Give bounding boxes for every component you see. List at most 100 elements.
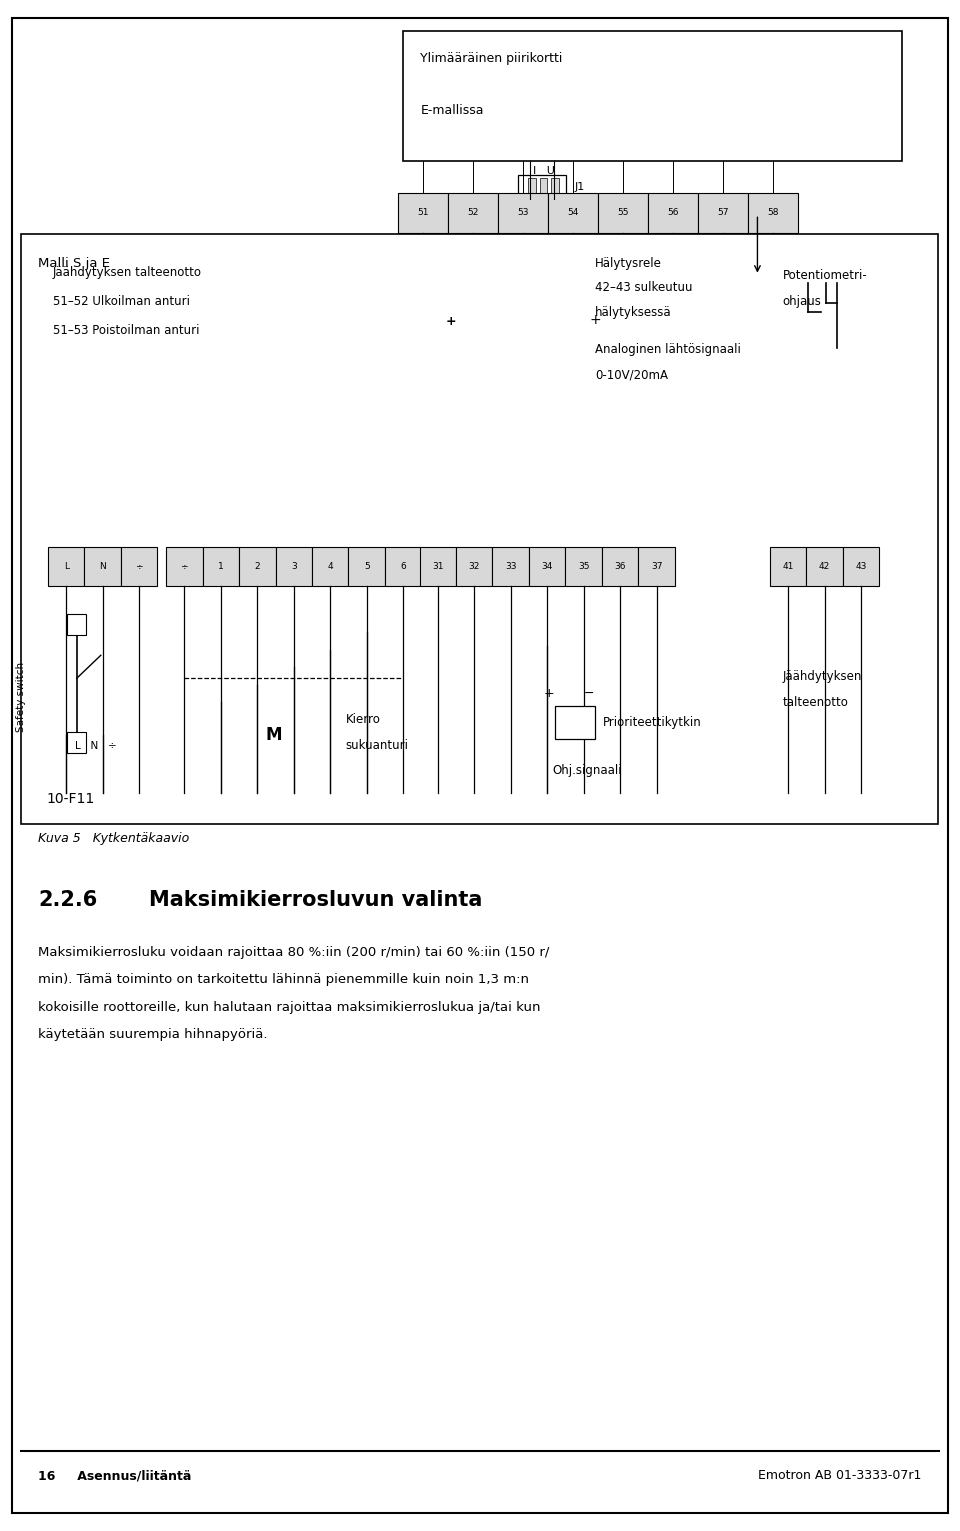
Bar (602, 547, 638, 586)
Bar (405, 257, 426, 322)
Text: Malli S ja E: Malli S ja E (38, 257, 110, 269)
Text: 34: 34 (541, 562, 553, 571)
Bar (565, 547, 602, 586)
Text: 31: 31 (432, 562, 444, 571)
Text: Maksimikierrosluku voidaan rajoittaa 80 %:iin (200 r/min) tai 60 %:iin (150 r/: Maksimikierrosluku voidaan rajoittaa 80 … (38, 946, 550, 958)
Bar (598, 193, 648, 233)
Bar (739, 276, 776, 322)
Text: Ohj.signaali: Ohj.signaali (552, 764, 622, 776)
Text: 51–53 Poistoilman anturi: 51–53 Poistoilman anturi (53, 325, 200, 337)
Text: 35: 35 (578, 562, 589, 571)
Bar (498, 193, 548, 233)
Text: 5: 5 (364, 562, 370, 571)
Bar (21, 234, 938, 824)
Bar (67, 614, 86, 635)
Text: 2.2.6: 2.2.6 (38, 890, 98, 911)
Text: Maksimikierrosluvun valinta: Maksimikierrosluvun valinta (149, 890, 482, 911)
Text: 6: 6 (400, 562, 406, 571)
Text: 2: 2 (254, 562, 260, 571)
Text: 4: 4 (327, 562, 333, 571)
Bar (843, 547, 879, 586)
Bar (276, 547, 312, 586)
Bar (551, 178, 559, 196)
Bar (403, 31, 902, 161)
Bar (348, 547, 385, 586)
Text: ohjaus: ohjaus (782, 295, 821, 308)
Text: hälytyksessä: hälytyksessä (595, 306, 672, 318)
Bar (555, 706, 595, 739)
Text: 36: 36 (614, 562, 626, 571)
Bar (528, 178, 536, 196)
Text: I   U: I U (533, 167, 555, 176)
Text: Kierro: Kierro (346, 713, 380, 726)
Text: 51–52 Ulkoilman anturi: 51–52 Ulkoilman anturi (53, 295, 190, 308)
Text: E-mallissa: E-mallissa (420, 104, 484, 116)
Bar (770, 547, 806, 586)
Text: 33: 33 (505, 562, 516, 571)
Text: Safety switch: Safety switch (16, 661, 26, 732)
Text: N: N (99, 562, 107, 571)
Text: +: + (445, 315, 457, 328)
Text: Potentiometri-: Potentiometri- (782, 269, 867, 282)
Text: 37: 37 (651, 562, 662, 571)
Bar (121, 547, 157, 586)
Text: +: + (543, 687, 555, 700)
Text: sukuanturi: sukuanturi (346, 739, 409, 752)
Text: Jäähdytyksen: Jäähdytyksen (782, 671, 862, 683)
Bar (84, 547, 121, 586)
Text: ÷: ÷ (180, 562, 188, 571)
Text: Ylimääräinen piirikortti: Ylimääräinen piirikortti (420, 52, 563, 64)
Bar (203, 547, 239, 586)
Bar (456, 547, 492, 586)
Bar (492, 547, 529, 586)
Text: 54: 54 (567, 208, 579, 217)
Text: J1: J1 (574, 182, 585, 191)
Bar (448, 193, 498, 233)
Bar (518, 175, 566, 199)
Bar (648, 193, 698, 233)
Text: L: L (63, 562, 69, 571)
Bar (48, 547, 84, 586)
Text: −: − (585, 687, 594, 700)
Text: kokoisille roottoreille, kun halutaan rajoittaa maksimikierroslukua ja/tai kun: kokoisille roottoreille, kun halutaan ra… (38, 1001, 540, 1014)
Text: 58: 58 (767, 208, 779, 217)
Text: Hälytysrele: Hälytysrele (595, 257, 662, 269)
Text: Kuva 5   Kytkentäkaavio: Kuva 5 Kytkentäkaavio (38, 833, 190, 845)
Text: 52: 52 (468, 208, 479, 217)
Text: 53: 53 (517, 208, 529, 217)
Bar (166, 547, 203, 586)
Text: 1: 1 (218, 562, 224, 571)
Bar (239, 547, 276, 586)
Text: 32: 32 (468, 562, 480, 571)
Text: käytetään suurempia hihnapyöriä.: käytetään suurempia hihnapyöriä. (38, 1029, 268, 1041)
Text: 3: 3 (291, 562, 297, 571)
Text: M: M (265, 726, 282, 744)
Text: 42–43 sulkeutuu: 42–43 sulkeutuu (595, 282, 693, 294)
Bar (638, 547, 675, 586)
Text: Analoginen lähtösignaali: Analoginen lähtösignaali (595, 343, 741, 355)
Bar (312, 547, 348, 586)
Text: 55: 55 (617, 208, 629, 217)
Text: talteenotto: talteenotto (782, 697, 849, 709)
Text: 10-F11: 10-F11 (46, 792, 94, 807)
Text: +: + (589, 312, 601, 328)
Text: L   N   ÷: L N ÷ (75, 741, 117, 750)
Text: 43: 43 (855, 562, 867, 571)
Text: 57: 57 (717, 208, 729, 217)
Text: 16     Asennus/liitäntä: 16 Asennus/liitäntä (38, 1470, 192, 1482)
Bar (420, 547, 456, 586)
Bar (806, 547, 843, 586)
Bar (440, 257, 461, 322)
Text: Prioriteettikytkin: Prioriteettikytkin (603, 717, 702, 729)
Text: 41: 41 (782, 562, 794, 571)
Text: ÷: ÷ (135, 562, 143, 571)
Bar (529, 547, 565, 586)
Text: 51: 51 (418, 208, 429, 217)
Bar (398, 193, 448, 233)
Text: 56: 56 (667, 208, 679, 217)
Text: 0-10V/20mA: 0-10V/20mA (595, 369, 668, 381)
Text: Emotron AB 01-3333-07r1: Emotron AB 01-3333-07r1 (758, 1470, 922, 1482)
Bar (540, 178, 547, 196)
Text: 42: 42 (819, 562, 830, 571)
Bar (698, 193, 748, 233)
